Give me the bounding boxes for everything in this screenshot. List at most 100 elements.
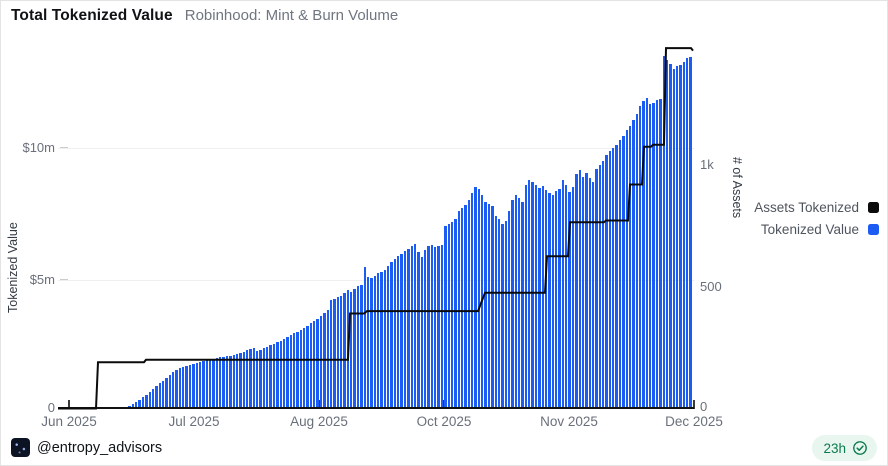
bar[interactable] — [225, 356, 229, 409]
bar[interactable] — [158, 383, 161, 409]
bar[interactable] — [622, 136, 625, 409]
bar[interactable] — [182, 367, 185, 409]
bar[interactable] — [521, 202, 524, 409]
bar[interactable] — [457, 211, 460, 409]
bar[interactable] — [575, 174, 578, 409]
bar[interactable] — [675, 66, 679, 409]
bar[interactable] — [239, 353, 242, 409]
bar[interactable] — [215, 358, 219, 409]
bar[interactable] — [282, 339, 286, 409]
bar[interactable] — [541, 186, 544, 409]
bar[interactable] — [235, 354, 239, 409]
bar[interactable] — [595, 169, 598, 409]
bar[interactable] — [309, 323, 313, 409]
bar[interactable] — [491, 206, 494, 409]
bar[interactable] — [454, 219, 457, 409]
bar[interactable] — [632, 120, 635, 409]
bar[interactable] — [568, 192, 571, 409]
bar[interactable] — [450, 222, 454, 409]
bar[interactable] — [497, 219, 501, 409]
bar[interactable] — [588, 178, 591, 409]
bar[interactable] — [585, 173, 588, 409]
bar[interactable] — [340, 296, 343, 409]
bar[interactable] — [400, 254, 403, 409]
bar[interactable] — [313, 321, 316, 409]
bar[interactable] — [336, 297, 339, 409]
bar[interactable] — [249, 349, 252, 409]
bar[interactable] — [581, 177, 585, 409]
bar[interactable] — [427, 246, 430, 409]
bar[interactable] — [192, 364, 195, 409]
bar[interactable] — [245, 350, 249, 409]
bar[interactable] — [366, 277, 370, 409]
bar[interactable] — [232, 355, 235, 409]
bar[interactable] — [373, 276, 376, 409]
bar[interactable] — [686, 58, 689, 409]
bar[interactable] — [638, 106, 642, 409]
bar[interactable] — [565, 185, 568, 409]
bar[interactable] — [649, 104, 652, 409]
bar[interactable] — [615, 145, 618, 409]
bar[interactable] — [528, 180, 531, 409]
bar[interactable] — [390, 262, 393, 409]
bar[interactable] — [397, 256, 400, 409]
bar[interactable] — [387, 266, 390, 409]
bar[interactable] — [625, 130, 628, 409]
bar[interactable] — [679, 65, 682, 409]
bar[interactable] — [669, 64, 672, 409]
bar[interactable] — [155, 386, 158, 409]
bar[interactable] — [538, 188, 541, 409]
bar[interactable] — [329, 300, 333, 409]
bar[interactable] — [350, 292, 353, 409]
bar[interactable] — [417, 252, 420, 409]
bar[interactable] — [652, 103, 655, 409]
bar[interactable] — [188, 365, 192, 409]
bar[interactable] — [161, 381, 165, 409]
bar[interactable] — [178, 368, 182, 409]
bar[interactable] — [514, 195, 518, 409]
bar[interactable] — [467, 200, 471, 409]
bar[interactable] — [531, 182, 534, 409]
bar[interactable] — [487, 204, 491, 409]
bar[interactable] — [501, 224, 504, 409]
bar[interactable] — [420, 257, 423, 409]
bar[interactable] — [511, 200, 514, 409]
bar[interactable] — [447, 224, 450, 409]
timestamp-badge[interactable]: 23h — [812, 435, 877, 461]
bar[interactable] — [353, 289, 356, 409]
bar[interactable] — [440, 245, 444, 409]
bar[interactable] — [292, 333, 296, 409]
bar[interactable] — [561, 180, 565, 409]
bar[interactable] — [272, 344, 276, 409]
bar[interactable] — [319, 316, 323, 409]
bar[interactable] — [645, 98, 649, 409]
bar[interactable] — [413, 244, 417, 409]
legend-item-assets-tokenized[interactable]: Assets Tokenized — [754, 196, 879, 218]
bar[interactable] — [269, 345, 272, 409]
bar[interactable] — [608, 151, 612, 409]
bar[interactable] — [464, 205, 467, 409]
bar[interactable] — [259, 350, 262, 409]
bar[interactable] — [430, 245, 434, 409]
bar[interactable] — [242, 352, 245, 409]
bar[interactable] — [205, 360, 208, 409]
bar[interactable] — [403, 251, 407, 409]
bar[interactable] — [434, 247, 437, 409]
bar[interactable] — [555, 191, 558, 409]
bar[interactable] — [548, 193, 551, 409]
bar[interactable] — [299, 330, 303, 409]
bar[interactable] — [642, 101, 645, 409]
bar[interactable] — [360, 285, 363, 409]
bar[interactable] — [370, 278, 373, 409]
bar[interactable] — [229, 356, 232, 409]
bar[interactable] — [185, 366, 188, 409]
bar[interactable] — [672, 69, 675, 409]
bar[interactable] — [471, 193, 474, 409]
bar[interactable] — [460, 208, 464, 409]
bar[interactable] — [316, 319, 319, 409]
bar[interactable] — [659, 99, 662, 409]
bar[interactable] — [655, 100, 659, 409]
bar[interactable] — [376, 273, 380, 409]
bar[interactable] — [484, 202, 487, 409]
bar[interactable] — [437, 246, 440, 409]
